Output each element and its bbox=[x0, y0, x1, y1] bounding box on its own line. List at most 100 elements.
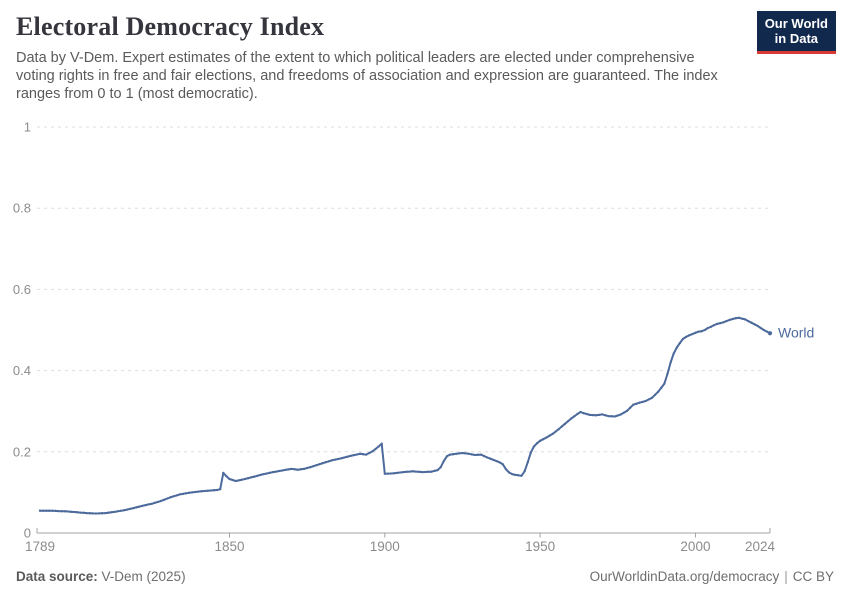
data-point bbox=[153, 501, 157, 504]
data-point bbox=[700, 330, 703, 333]
owid-url-link[interactable]: OurWorldinData.org/democracy bbox=[589, 569, 780, 584]
data-point bbox=[110, 511, 113, 514]
x-tick-label: 1789 bbox=[25, 539, 55, 554]
data-point bbox=[290, 467, 293, 471]
data-point bbox=[526, 461, 529, 464]
data-point bbox=[545, 436, 548, 439]
data-point bbox=[54, 509, 57, 513]
data-point bbox=[191, 491, 194, 494]
data-point bbox=[135, 506, 138, 509]
data-point bbox=[483, 454, 486, 458]
data-point bbox=[517, 474, 520, 477]
data-point bbox=[281, 469, 284, 472]
data-point bbox=[607, 414, 610, 418]
data-point bbox=[684, 335, 688, 339]
x-tick-label: 2024 bbox=[745, 539, 776, 554]
data-point bbox=[250, 476, 253, 479]
data-point bbox=[253, 475, 256, 478]
data-point bbox=[514, 473, 517, 477]
data-point bbox=[66, 510, 70, 513]
x-tick-label: 2000 bbox=[680, 539, 710, 554]
data-point bbox=[448, 453, 452, 456]
data-point bbox=[246, 477, 250, 480]
data-point bbox=[234, 479, 237, 483]
data-point bbox=[178, 493, 181, 496]
data-point bbox=[756, 324, 759, 328]
owid-logo[interactable]: Our World in Data bbox=[756, 11, 836, 54]
data-point bbox=[79, 511, 82, 514]
data-source-value: V-Dem (2025) bbox=[97, 569, 186, 584]
y-tick-label: 0 bbox=[24, 526, 31, 541]
data-point bbox=[554, 430, 557, 433]
owid-logo-line2: in Data bbox=[774, 31, 819, 47]
data-point bbox=[116, 510, 119, 513]
data-source-label: Data source: bbox=[16, 569, 98, 584]
data-point bbox=[722, 321, 725, 324]
data-point bbox=[619, 413, 623, 416]
data-point bbox=[455, 452, 458, 455]
data-point bbox=[119, 509, 122, 512]
data-point bbox=[650, 396, 654, 399]
data-point bbox=[324, 461, 327, 464]
data-point bbox=[445, 455, 449, 458]
data-point bbox=[212, 489, 216, 492]
data-point bbox=[380, 442, 383, 445]
data-point bbox=[60, 510, 63, 513]
data-point bbox=[107, 511, 110, 514]
world-line[interactable] bbox=[39, 316, 771, 515]
data-point bbox=[479, 453, 483, 456]
data-point bbox=[579, 410, 582, 414]
data-point bbox=[461, 451, 464, 455]
data-point bbox=[613, 415, 616, 418]
data-point bbox=[358, 452, 362, 455]
world-line-points bbox=[38, 316, 772, 515]
data-point bbox=[669, 361, 672, 364]
data-point bbox=[653, 393, 657, 396]
data-point bbox=[141, 504, 144, 507]
world-series-label[interactable]: World bbox=[778, 325, 814, 341]
data-point bbox=[287, 468, 290, 471]
data-point bbox=[365, 453, 368, 456]
data-point bbox=[439, 466, 442, 469]
data-point bbox=[663, 382, 666, 385]
footer-right: OurWorldinData.org/democracy | CC BY bbox=[590, 569, 834, 584]
data-point bbox=[219, 488, 222, 491]
data-point bbox=[51, 509, 54, 512]
data-point bbox=[629, 406, 632, 409]
data-point bbox=[194, 490, 197, 494]
x-tick-label: 1950 bbox=[525, 539, 555, 554]
data-point bbox=[604, 414, 607, 417]
data-point bbox=[302, 467, 306, 471]
data-point bbox=[113, 510, 116, 514]
data-point bbox=[470, 453, 473, 456]
x-tick-label: 1850 bbox=[214, 539, 244, 554]
data-point bbox=[570, 417, 573, 420]
data-point bbox=[237, 479, 240, 482]
data-point bbox=[181, 492, 185, 496]
data-point bbox=[430, 470, 433, 473]
data-point bbox=[660, 386, 663, 389]
data-point bbox=[321, 462, 324, 465]
data-point bbox=[197, 490, 200, 493]
data-point bbox=[507, 471, 511, 474]
data-point bbox=[296, 468, 299, 471]
data-point bbox=[501, 463, 505, 466]
data-point bbox=[203, 489, 206, 493]
data-point bbox=[551, 432, 554, 436]
data-point bbox=[340, 457, 343, 460]
data-point bbox=[672, 352, 675, 355]
data-point bbox=[765, 330, 769, 333]
data-point bbox=[476, 453, 480, 456]
data-point bbox=[638, 401, 641, 404]
data-point bbox=[563, 422, 567, 425]
data-point bbox=[392, 472, 396, 475]
data-point bbox=[538, 439, 542, 442]
data-point bbox=[597, 413, 601, 417]
y-tick-label: 0.4 bbox=[13, 363, 31, 378]
data-point bbox=[278, 469, 281, 473]
data-point bbox=[333, 458, 337, 461]
data-point bbox=[274, 470, 278, 473]
data-point bbox=[187, 491, 191, 494]
data-point bbox=[144, 503, 147, 507]
